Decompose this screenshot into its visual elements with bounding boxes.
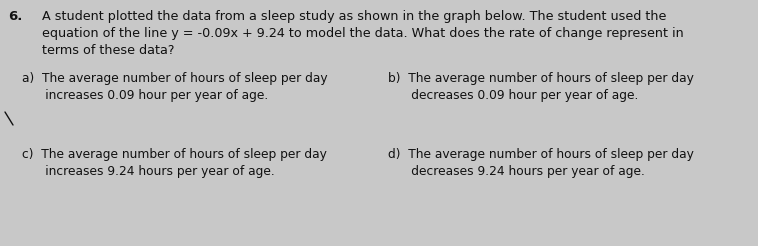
Text: decreases 9.24 hours per year of age.: decreases 9.24 hours per year of age. (388, 165, 645, 178)
Text: decreases 0.09 hour per year of age.: decreases 0.09 hour per year of age. (388, 89, 638, 102)
Text: increases 0.09 hour per year of age.: increases 0.09 hour per year of age. (22, 89, 268, 102)
Text: equation of the line y = -0.09x + 9.24 to model the data. What does the rate of : equation of the line y = -0.09x + 9.24 t… (42, 27, 684, 40)
Text: a)  The average number of hours of sleep per day: a) The average number of hours of sleep … (22, 72, 327, 85)
Text: 6.: 6. (8, 10, 23, 23)
Text: terms of these data?: terms of these data? (42, 44, 174, 57)
Text: increases 9.24 hours per year of age.: increases 9.24 hours per year of age. (22, 165, 274, 178)
Text: A student plotted the data from a sleep study as shown in the graph below. The s: A student plotted the data from a sleep … (42, 10, 666, 23)
Text: c)  The average number of hours of sleep per day: c) The average number of hours of sleep … (22, 148, 327, 161)
Text: d)  The average number of hours of sleep per day: d) The average number of hours of sleep … (388, 148, 694, 161)
Text: b)  The average number of hours of sleep per day: b) The average number of hours of sleep … (388, 72, 694, 85)
